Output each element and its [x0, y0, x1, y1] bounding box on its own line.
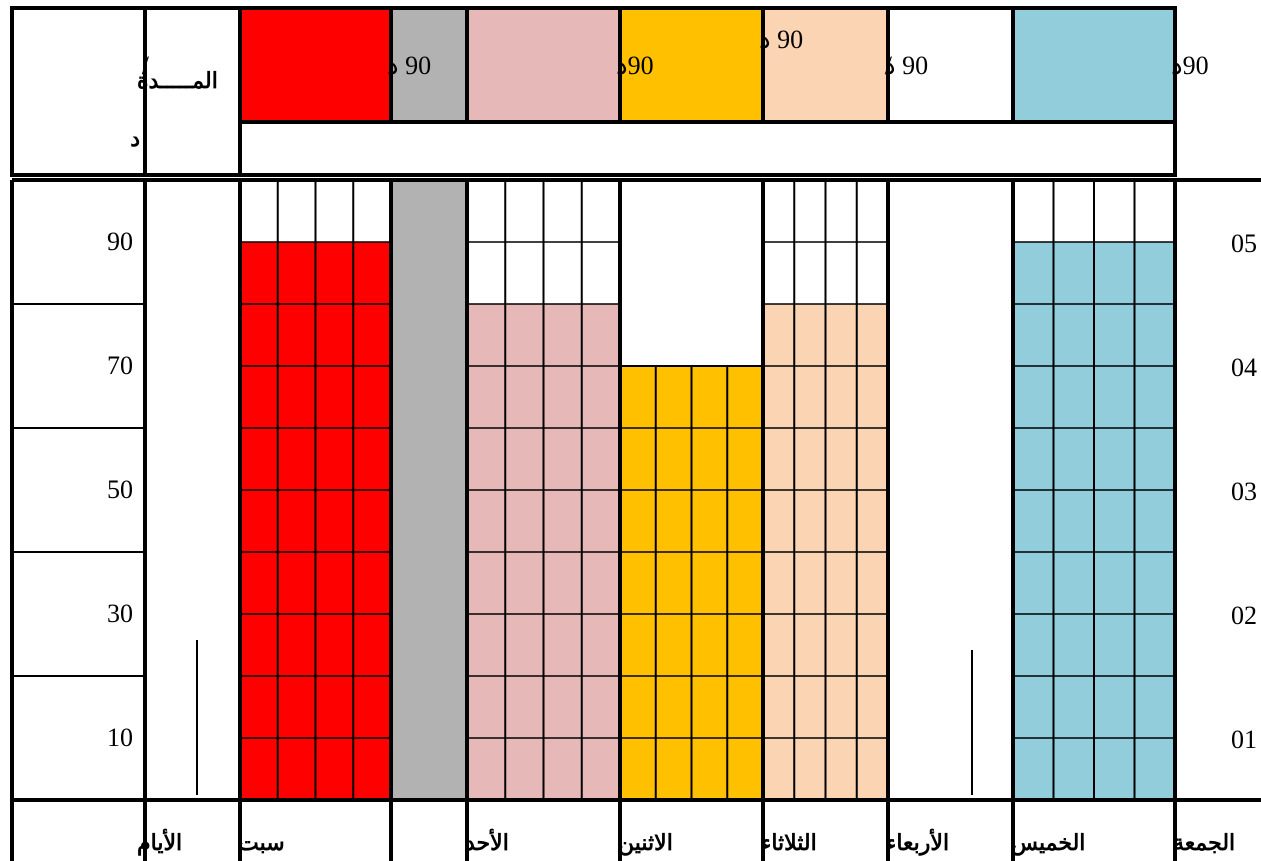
session-label: 03 — [1231, 477, 1257, 506]
y-tick-label: 30 — [107, 599, 133, 628]
header-cell-3 — [763, 8, 888, 122]
duration-label-7: 90 د — [387, 51, 431, 80]
header-cell-2 — [888, 8, 1013, 122]
header-cell-5 — [467, 8, 620, 122]
duration-header-label: المـــــدة — [137, 68, 218, 93]
duration-header-sublabel: د — [130, 126, 140, 151]
y-tick-label: 90 — [107, 227, 133, 256]
y-tick-label: 50 — [107, 475, 133, 504]
header-cell-6 — [391, 8, 467, 122]
header-cell-8 — [145, 8, 240, 122]
header-cell-4 — [620, 8, 763, 122]
bar-6 — [391, 180, 467, 800]
day-label-4: الثلاثاء — [761, 830, 817, 855]
session-label: 01 — [1231, 725, 1257, 754]
day-label-6: الأحد — [465, 828, 509, 855]
frame-layer — [10, 6, 1261, 861]
grid-layer — [12, 180, 1175, 800]
fills-layer — [145, 8, 1175, 800]
session-label: 04 — [1231, 353, 1257, 382]
day-label-8: سبت — [238, 830, 285, 855]
header-cell-1 — [1013, 8, 1175, 122]
duration-label-2: / — [885, 51, 893, 80]
day-label-3: الأربعاء — [886, 828, 949, 856]
duration-label-1: 90د — [1171, 51, 1209, 80]
days-row-label: الأيام — [137, 828, 182, 856]
y-tick-label: 10 — [107, 723, 133, 752]
header-frame — [10, 6, 1177, 177]
day-label-1: الجمعة — [1173, 830, 1235, 855]
duration-label-4: 90 د — [759, 25, 803, 54]
session-label: 05 — [1231, 229, 1257, 258]
duration-label-5: 90د — [616, 51, 654, 80]
header-cell-7 — [240, 8, 391, 122]
duration-label-3: 90 د — [884, 51, 928, 80]
day-label-5: الاثنين — [618, 830, 673, 856]
day-label-2: الخميس — [1011, 830, 1085, 856]
y-tick-label: 70 — [107, 351, 133, 380]
session-label: 02 — [1231, 601, 1257, 630]
duration-label-8: / — [142, 51, 150, 80]
